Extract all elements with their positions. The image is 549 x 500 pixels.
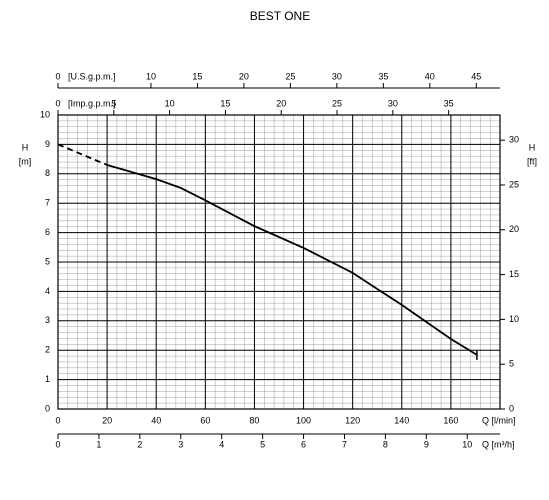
x-tick-label: 40 [151,415,161,425]
pump-curve [106,164,478,356]
axis-tick-label: 30 [332,71,342,81]
axis-tick-label: 2 [137,439,142,449]
y2-axis-label: [ft] [527,156,537,166]
y-tick-label: 0 [45,403,50,413]
y2-tick-label: 5 [509,359,514,369]
axis-tick-label: 0 [55,439,60,449]
y2-tick-label: 20 [509,224,519,234]
y-tick-label: 4 [45,286,50,296]
axis-label: [Imp.g.p.m.] [68,98,116,108]
x-tick-label: 20 [102,415,112,425]
x-tick-label: 0 [55,415,60,425]
y2-tick-label: 0 [509,403,514,413]
axis-tick-label: 45 [471,71,481,81]
axis-tick-label: 6 [301,439,306,449]
x-tick-label: 100 [296,415,311,425]
axis-tick-label: 20 [239,71,249,81]
axis-tick-label: 3 [178,439,183,449]
y-tick-label: 5 [45,256,50,266]
y-tick-label: 6 [45,227,50,237]
axis-tick-label: 20 [276,98,286,108]
axis-label: [U.S.g.p.m.] [68,71,116,81]
axis-tick-label: 15 [220,98,230,108]
axis-tick-label: 10 [165,98,175,108]
axis-tick-label: 5 [111,98,116,108]
x-tick-label: 120 [345,415,360,425]
axis-tick-label: 35 [444,98,454,108]
axis-tick-label: 25 [332,98,342,108]
axis-tick-label: 10 [146,71,156,81]
axis-tick-label: 8 [383,439,388,449]
y-tick-label: 9 [45,139,50,149]
axis-tick-label: 15 [192,71,202,81]
axis-tick-label: 25 [285,71,295,81]
axis-tick-label: 9 [424,439,429,449]
y-tick-label: 3 [45,315,50,325]
y-tick-label: 7 [45,198,50,208]
axis-tick-label: 1 [96,439,101,449]
axis-tick-label: 30 [388,98,398,108]
axis-tick-label: 7 [342,439,347,449]
axis-tick-label: 40 [425,71,435,81]
y2-tick-label: 15 [509,269,519,279]
pump-curve [57,143,108,166]
y-axis-label: H [22,142,29,152]
axis-tick-label: 4 [219,439,224,449]
y-axis-label: [m] [19,156,32,166]
axis-tick-label: 5 [260,439,265,449]
y2-axis-label: H [529,142,536,152]
axis-label: Q [m³/h] [482,439,515,449]
axis-tick-label: 0 [55,71,60,81]
y-tick-label: 8 [45,168,50,178]
axis-tick-label: 35 [378,71,388,81]
y-tick-label: 2 [45,345,50,355]
x-tick-label: 80 [249,415,259,425]
y2-tick-label: 25 [509,179,519,189]
axis-tick-label: 0 [55,98,60,108]
chart-title: BEST ONE [250,9,310,23]
x-tick-label: 160 [443,415,458,425]
plot-frame [57,114,501,410]
y2-tick-label: 30 [509,135,519,145]
x-tick-label: 60 [200,415,210,425]
y-tick-label: 1 [45,374,50,384]
x-tick-label: 140 [394,415,409,425]
axis-tick-label: 10 [462,439,472,449]
x-axis-label: Q [l/min] [482,415,516,425]
y-tick-label: 10 [40,109,50,119]
y2-tick-label: 10 [509,314,519,324]
